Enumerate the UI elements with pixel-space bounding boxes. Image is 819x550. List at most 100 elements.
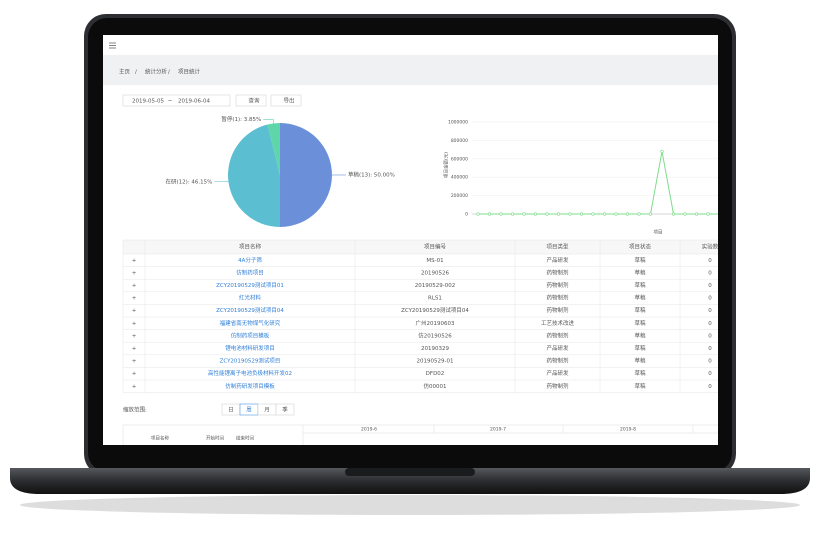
project-link[interactable]: 4A分子筛 bbox=[238, 256, 262, 264]
project-link[interactable]: 锂电池材料研发项目 bbox=[225, 344, 275, 352]
project-link[interactable]: 福建省南无物煤气化研究 bbox=[220, 319, 281, 327]
line-point bbox=[602, 212, 607, 216]
line-point bbox=[545, 212, 549, 216]
table-cell: 20190529-01 bbox=[417, 359, 454, 365]
table-cell: 药物制剂 bbox=[546, 331, 569, 339]
y-tick-label: 600000 bbox=[451, 156, 468, 162]
column-header: 项目编号 bbox=[424, 243, 447, 251]
table-cell: 0 bbox=[708, 359, 712, 365]
y-tick-label: 1000000 bbox=[448, 120, 468, 126]
gantt-column: 开始时间 bbox=[206, 435, 224, 442]
line-point bbox=[476, 212, 480, 216]
expand-icon[interactable]: + bbox=[132, 296, 137, 302]
line-point bbox=[568, 212, 572, 216]
table-cell: 草稿 bbox=[634, 256, 646, 264]
expand-icon[interactable]: + bbox=[132, 333, 137, 339]
end-date: 2019-06-04 bbox=[178, 99, 210, 105]
line-point bbox=[671, 212, 676, 216]
table-cell: 产品研发 bbox=[546, 344, 569, 352]
table-cell: MS-01 bbox=[426, 258, 443, 264]
table-cell: 0 bbox=[708, 308, 712, 314]
project-link[interactable]: 仿制药项目模板 bbox=[231, 331, 270, 339]
x-axis-label: 项目 bbox=[654, 230, 663, 236]
table-cell: RLS1 bbox=[428, 296, 442, 302]
project-link[interactable]: ZCY20190529测试项目01 bbox=[216, 281, 284, 289]
button[interactable] bbox=[270, 94, 302, 107]
table-cell: 药物制剂 bbox=[546, 306, 569, 314]
table-cell: 草稿 bbox=[634, 369, 646, 377]
expand-icon[interactable]: + bbox=[132, 359, 137, 365]
table-cell: 草稿 bbox=[634, 281, 646, 289]
zoom-button[interactable] bbox=[275, 403, 295, 416]
project-link[interactable]: 红光材料 bbox=[239, 294, 262, 302]
menu-icon[interactable] bbox=[109, 42, 116, 49]
table-cell: 0 bbox=[708, 371, 712, 377]
date-range bbox=[122, 94, 231, 107]
table-cell: 药物制剂 bbox=[546, 357, 569, 365]
table-cell: 药物制剂 bbox=[546, 382, 569, 390]
line-point bbox=[579, 212, 584, 216]
expand-icon[interactable]: + bbox=[132, 258, 137, 264]
table-cell: 20190329 bbox=[421, 346, 449, 352]
zoom-option[interactable]: 月 bbox=[264, 407, 270, 414]
breadcrumb-sep: / bbox=[135, 70, 137, 76]
expand-icon[interactable]: + bbox=[132, 384, 137, 390]
button[interactable] bbox=[235, 94, 267, 107]
project-link[interactable]: ZCY20190529测试项目04 bbox=[216, 306, 284, 314]
pie-label: 在研(12): 46.15% bbox=[166, 177, 213, 185]
project-link[interactable]: 仿制药研发项目模板 bbox=[225, 382, 275, 390]
line-point bbox=[510, 212, 515, 216]
expand-icon[interactable]: + bbox=[132, 321, 137, 327]
button-label[interactable]: 导出 bbox=[283, 97, 294, 105]
content-panel bbox=[110, 86, 718, 445]
line-point bbox=[591, 212, 595, 216]
table-cell: 0 bbox=[708, 258, 712, 264]
zoom-option[interactable]: 周 bbox=[246, 407, 252, 414]
breadcrumb-item[interactable]: 统计分析 bbox=[145, 68, 168, 76]
project-link[interactable]: 仿制药项目 bbox=[236, 268, 264, 276]
breadcrumb-item[interactable]: 主页 bbox=[119, 68, 131, 76]
table-cell: 0 bbox=[708, 296, 712, 302]
y-axis-label: 项目金额(元) bbox=[443, 152, 450, 178]
date-sep: ~ bbox=[168, 99, 173, 105]
table-cell: 广州20190603 bbox=[416, 319, 455, 327]
zoom-option[interactable]: 季 bbox=[282, 406, 288, 414]
y-tick-label: 400000 bbox=[451, 175, 468, 181]
pie-slice bbox=[267, 123, 280, 175]
breadcrumb-bar bbox=[103, 55, 718, 85]
table-cell: 20190529-002 bbox=[415, 283, 455, 289]
table-header-bg bbox=[123, 240, 718, 254]
expand-icon[interactable]: + bbox=[132, 308, 137, 314]
table-cell: 0 bbox=[708, 384, 712, 390]
expand-icon[interactable]: + bbox=[132, 371, 137, 377]
table-cell: 仿20190526 bbox=[418, 331, 452, 339]
breadcrumb-item[interactable]: 项目统计 bbox=[178, 68, 201, 76]
column-header: 项目状态 bbox=[629, 243, 652, 251]
column-header: 实验数 bbox=[702, 243, 719, 251]
y-tick-label: 800000 bbox=[451, 138, 468, 144]
project-link[interactable]: 高性能锂离子电池负极材料开发02 bbox=[208, 369, 292, 377]
line-point bbox=[499, 212, 503, 216]
expand-icon[interactable]: + bbox=[132, 346, 137, 352]
expand-icon[interactable]: + bbox=[132, 283, 137, 289]
line-point bbox=[522, 212, 526, 216]
line-point bbox=[683, 212, 687, 216]
line-point bbox=[487, 212, 492, 216]
table-cell: 药物制剂 bbox=[546, 281, 569, 289]
table-cell: 仿00001 bbox=[424, 382, 447, 390]
table-cell: 草稿 bbox=[634, 357, 646, 365]
project-link[interactable]: ZCY20190529测试项目 bbox=[220, 357, 281, 365]
table-cell: 产品研发 bbox=[546, 369, 569, 377]
table-cell: 0 bbox=[708, 333, 712, 339]
button-label[interactable]: 查询 bbox=[248, 97, 260, 105]
y-tick-label: 200000 bbox=[451, 193, 468, 199]
table-cell: 产品研发 bbox=[546, 256, 569, 264]
base bbox=[10, 468, 810, 494]
gantt-column: 结束时间 bbox=[236, 435, 254, 442]
zoom-option[interactable]: 日 bbox=[228, 407, 234, 414]
gantt-month: 2019-6 bbox=[361, 427, 377, 433]
expand-icon[interactable]: + bbox=[132, 270, 137, 276]
line-series bbox=[478, 151, 718, 215]
line-point bbox=[706, 212, 710, 216]
line-point bbox=[694, 212, 699, 216]
